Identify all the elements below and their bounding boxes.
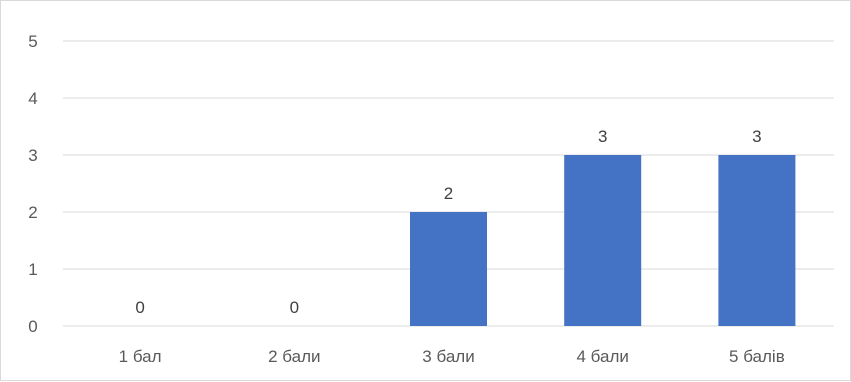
y-tick-label: 1 <box>28 260 37 279</box>
y-tick-label: 0 <box>28 317 37 336</box>
x-axis-tick-labels: 1 бал 2 бали 3 бали 4 бали 5 балів <box>119 347 785 366</box>
data-label: 0 <box>290 298 299 317</box>
y-tick-label: 4 <box>28 89 37 108</box>
bar <box>718 155 796 326</box>
data-labels: 0 0 2 3 3 <box>135 127 761 317</box>
bar <box>564 155 642 326</box>
y-axis-tick-labels: 0 1 2 3 4 5 <box>28 32 37 336</box>
x-tick-label: 1 бал <box>119 347 162 366</box>
data-label: 3 <box>752 127 761 146</box>
data-label: 3 <box>598 127 607 146</box>
x-tick-label: 2 бали <box>268 347 320 366</box>
y-tick-label: 5 <box>28 32 37 51</box>
bar <box>410 212 487 326</box>
y-tick-label: 2 <box>28 203 37 222</box>
x-tick-label: 4 бали <box>576 347 628 366</box>
x-tick-label: 5 балів <box>729 347 785 366</box>
bars <box>410 155 796 326</box>
y-tick-label: 3 <box>28 146 37 165</box>
data-label: 2 <box>444 184 453 203</box>
x-tick-label: 3 бали <box>422 347 474 366</box>
data-label: 0 <box>135 298 144 317</box>
